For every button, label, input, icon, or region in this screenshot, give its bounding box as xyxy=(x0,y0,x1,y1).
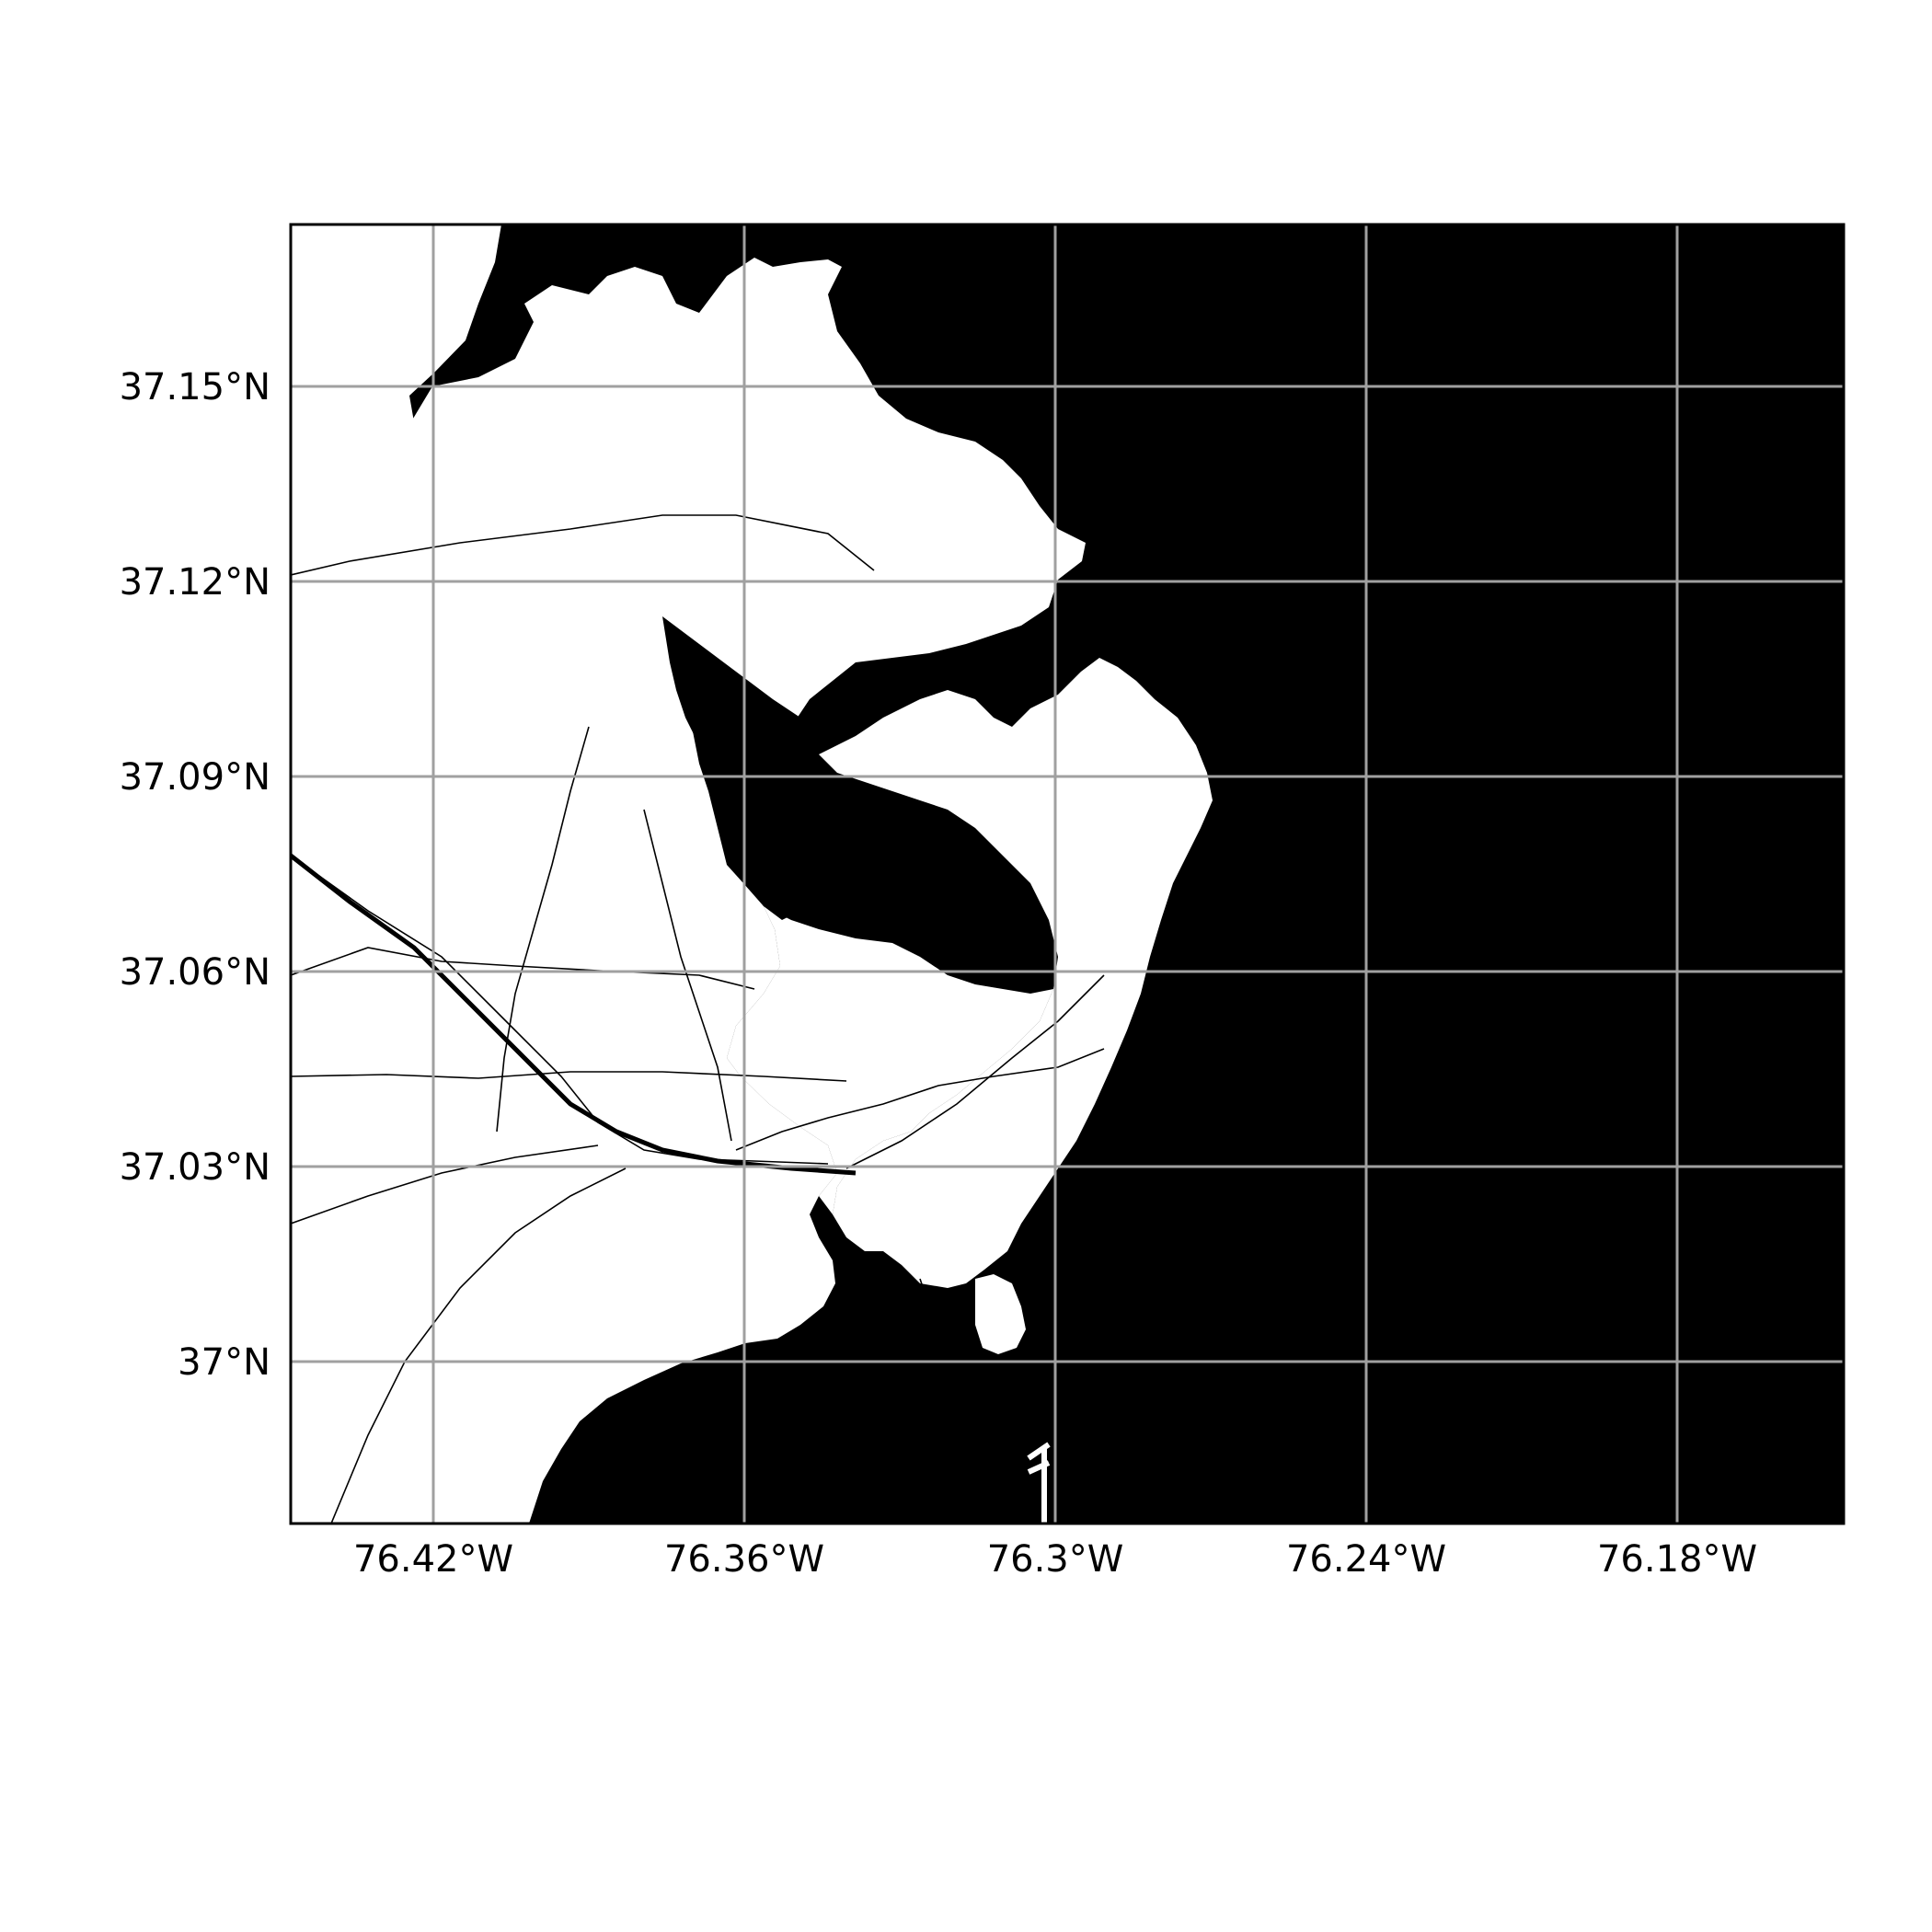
road-segment xyxy=(496,726,590,1133)
road-segment xyxy=(291,1071,847,1082)
y-tick-label: 37.06°N xyxy=(120,951,270,994)
road-segment xyxy=(330,1167,627,1524)
y-tick-label: 37.15°N xyxy=(120,366,270,408)
interstate-highway xyxy=(291,854,857,1176)
road-segment xyxy=(845,974,1105,1169)
road-network xyxy=(291,514,1105,1524)
road-segment xyxy=(291,1144,599,1225)
land-mass-north xyxy=(488,258,1086,754)
old-point-comfort xyxy=(975,1274,1026,1354)
map-frame xyxy=(289,223,1846,1525)
road-segment xyxy=(291,947,755,990)
road-segment xyxy=(919,1278,958,1358)
x-tick-label: 76.18°W xyxy=(1597,1538,1757,1581)
x-tick-label: 76.42°W xyxy=(353,1538,513,1581)
y-axis-tick-labels: 37.15°N 37.12°N 37.09°N 37.06°N 37.03°N … xyxy=(120,366,270,1384)
gridlines xyxy=(291,224,1844,1524)
road-segment xyxy=(291,514,875,576)
x-axis-tick-labels: 76.42°W 76.36°W 76.3°W 76.24°W 76.18°W xyxy=(353,1538,1757,1581)
bridge-tunnel xyxy=(1027,1442,1051,1524)
y-tick-label: 37°N xyxy=(178,1341,270,1384)
map-plot-area[interactable] xyxy=(291,224,1844,1524)
road-segment xyxy=(735,1048,1105,1151)
y-tick-label: 37.12°N xyxy=(120,561,270,604)
y-tick-label: 37.09°N xyxy=(120,756,270,799)
road-segment xyxy=(643,809,732,1142)
land-mass-poquoson-south xyxy=(727,883,1053,1214)
x-tick-label: 76.24°W xyxy=(1286,1538,1446,1581)
x-tick-label: 76.36°W xyxy=(664,1538,824,1581)
x-tick-label: 76.3°W xyxy=(987,1538,1124,1581)
y-tick-label: 37.03°N xyxy=(120,1146,270,1189)
back-river xyxy=(662,616,938,920)
